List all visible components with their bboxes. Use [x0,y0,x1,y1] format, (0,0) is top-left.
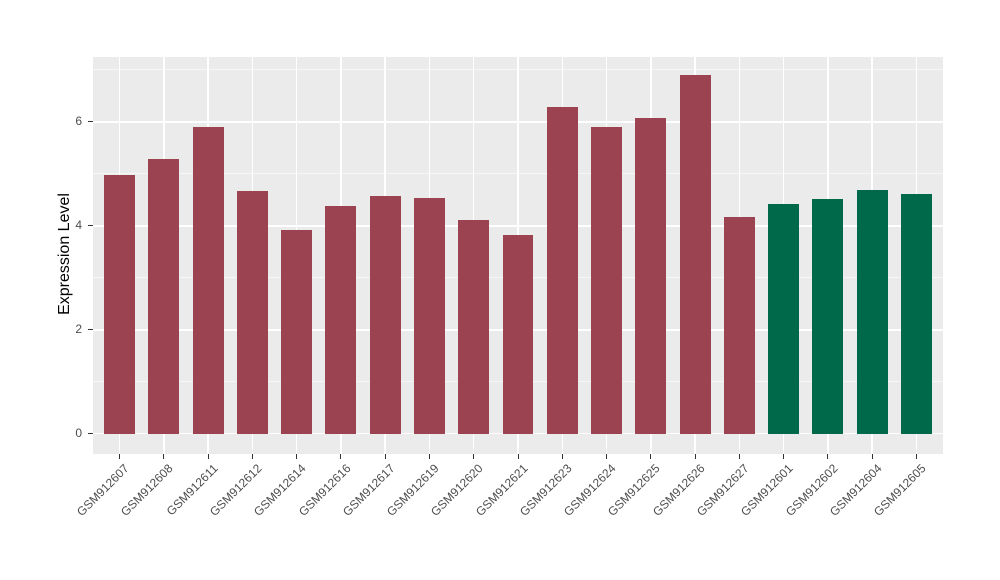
x-tick-mark [119,454,121,459]
y-tick-mark [88,433,93,435]
bar-GSM912625 [635,117,667,434]
bar-GSM912626 [679,74,711,434]
x-tick-mark [915,454,917,459]
bar-GSM912608 [148,159,180,434]
x-tick-mark [296,454,298,459]
y-tick-mark [88,121,93,123]
bar-GSM912620 [458,220,490,434]
bar-GSM912621 [502,234,534,434]
bar-GSM912616 [325,206,357,434]
bar-GSM912607 [104,175,136,434]
bar-GSM912602 [812,199,844,434]
bar-GSM912623 [546,107,578,434]
x-tick-mark [738,454,740,459]
x-tick-mark [561,454,563,459]
y-tick-label-0: 0 [75,426,82,441]
bar-GSM912612 [236,190,268,434]
bar-GSM912627 [723,217,755,434]
bar-GSM912624 [591,127,623,434]
bar-GSM912614 [281,230,313,434]
y-tick-label-2: 2 [75,322,82,337]
bar-GSM912611 [192,127,224,434]
x-tick-mark [827,454,829,459]
bar-GSM912605 [900,193,932,434]
x-tick-mark [163,454,165,459]
bar-GSM912617 [369,196,401,434]
x-tick-mark [251,454,253,459]
y-axis-title: Expression Level [56,193,73,315]
x-tick-mark [606,454,608,459]
x-tick-mark [871,454,873,459]
bar-GSM912601 [768,204,800,434]
y-tick-mark [88,329,93,331]
x-tick-mark [384,454,386,459]
y-tick-label-6: 6 [75,114,82,129]
x-tick-mark [428,454,430,459]
x-tick-mark [473,454,475,459]
bar-GSM912619 [413,197,445,434]
x-tick-mark [783,454,785,459]
x-tick-mark [517,454,519,459]
x-tick-mark [340,454,342,459]
bar-GSM912604 [856,189,888,434]
x-tick-mark [207,454,209,459]
x-tick-mark [694,454,696,459]
y-tick-mark [88,225,93,227]
y-tick-label-4: 4 [75,218,82,233]
x-tick-mark [650,454,652,459]
